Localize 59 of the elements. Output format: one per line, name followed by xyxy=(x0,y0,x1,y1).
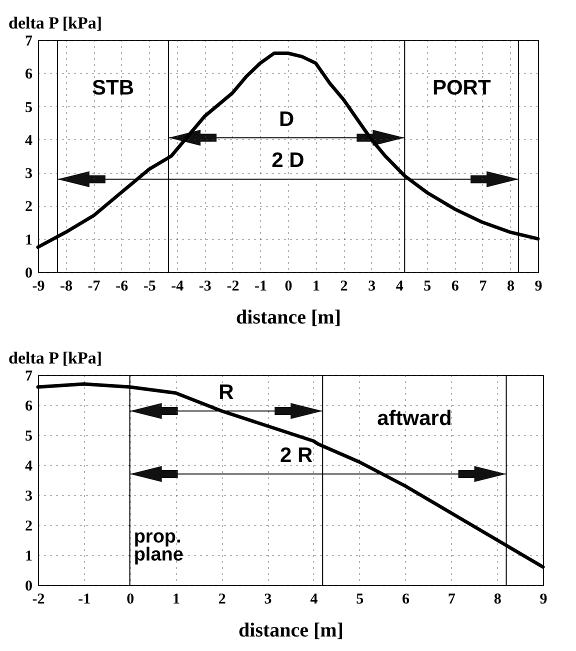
y-tick-label: 0 xyxy=(25,578,32,594)
x-tick-label: 8 xyxy=(506,278,514,294)
y-axis-title: delta P [kPa] xyxy=(8,14,102,32)
y-tick-label: 5 xyxy=(25,100,32,116)
x-tick-label: 7 xyxy=(479,278,488,294)
y-tick-label: 3 xyxy=(25,488,32,504)
y-tick-label: 7 xyxy=(25,368,33,384)
y-tick-label: 2 xyxy=(25,518,32,534)
x-tick-label: 8 xyxy=(494,592,502,608)
y-tick-label: 3 xyxy=(25,166,32,182)
annotation: STB xyxy=(92,76,134,100)
x-tick-label: 5 xyxy=(424,278,432,294)
y-tick-label: 1 xyxy=(25,232,32,248)
x-tick-label: 6 xyxy=(451,278,460,294)
x-tick-label: -1 xyxy=(78,592,91,608)
x-tick-label: 9 xyxy=(534,278,542,294)
y-tick-label: 5 xyxy=(25,428,32,444)
x-tick-label: 2 xyxy=(340,278,348,294)
x-tick-label: 3 xyxy=(264,592,272,608)
x-tick-label: 4 xyxy=(310,592,318,608)
y-tick-label: 2 xyxy=(25,199,32,216)
x-tick-label: -6 xyxy=(116,278,129,294)
y-axis-title: delta P [kPa] xyxy=(8,348,102,368)
x-tick-label: 4 xyxy=(396,278,404,294)
ref-line-label: prop. plane xyxy=(134,526,184,566)
y-tick-label: 1 xyxy=(25,548,32,564)
ref-line-label: 2 D xyxy=(272,149,304,172)
x-tick-label: -2 xyxy=(226,278,240,294)
x-tick-label: -8 xyxy=(60,278,73,294)
x-tick-label: -1 xyxy=(254,278,267,294)
x-axis-title: distance [m] xyxy=(238,620,344,642)
x-tick-label: 1 xyxy=(172,592,180,608)
x-tick-label: -4 xyxy=(171,278,184,294)
x-tick-label: 0 xyxy=(126,592,134,608)
x-axis-title: distance [m] xyxy=(236,306,341,328)
x-tick-label: -2 xyxy=(32,592,45,608)
annotation: PORT xyxy=(432,76,491,100)
x-tick-label: 6 xyxy=(402,592,410,608)
y-tick-label: 6 xyxy=(25,66,33,83)
x-tick-label: 0 xyxy=(284,278,292,294)
y-tick-label: 6 xyxy=(25,398,33,414)
y-tick-label: 0 xyxy=(25,266,32,282)
ref-line-label: 2 R xyxy=(280,444,313,467)
x-tick-label: 5 xyxy=(356,592,364,608)
annotation: aftward xyxy=(377,407,452,430)
x-tick-label: 3 xyxy=(368,278,376,294)
x-tick-label: 2 xyxy=(218,592,226,608)
x-tick-label: -9 xyxy=(32,278,45,294)
x-tick-label: 7 xyxy=(448,592,456,608)
ref-line-label: R xyxy=(218,381,234,404)
x-tick-label: -3 xyxy=(198,278,212,294)
y-tick-label: 4 xyxy=(25,132,33,149)
x-tick-label: 9 xyxy=(540,592,548,608)
ref-line-label: D xyxy=(279,108,294,131)
y-tick-label: 7 xyxy=(25,34,33,50)
y-tick-label: 4 xyxy=(25,458,33,474)
x-tick-label: -7 xyxy=(88,278,101,294)
x-tick-label: 1 xyxy=(312,278,320,294)
x-tick-label: -5 xyxy=(143,278,156,294)
